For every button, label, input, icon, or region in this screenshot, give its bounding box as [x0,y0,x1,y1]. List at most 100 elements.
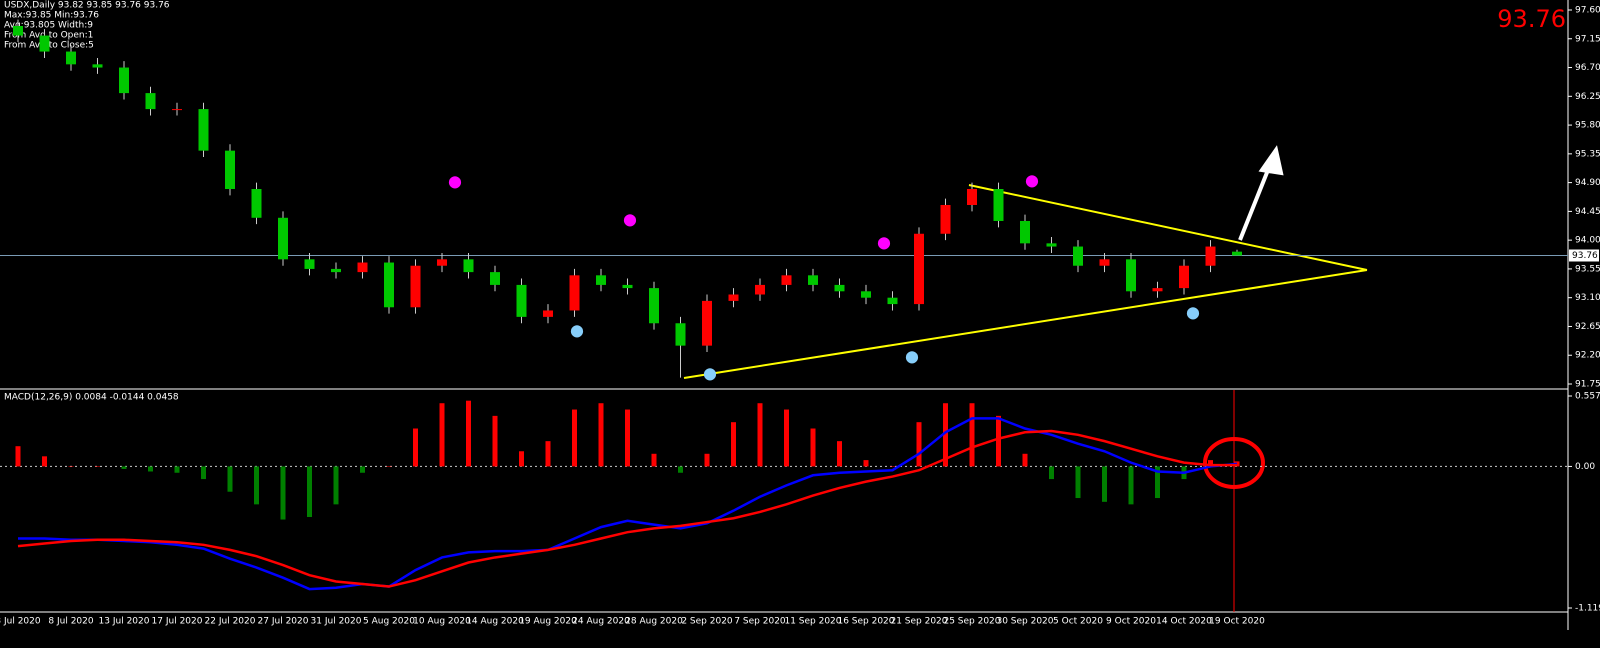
histogram-bar [386,466,392,467]
x-tick-label: 21 Sep 2020 [890,617,947,627]
x-tick-label: 14 Aug 2020 [466,617,524,627]
candle-body [755,284,765,295]
candle-body [331,268,341,273]
x-tick-label: 31 Jul 2020 [311,617,362,627]
histogram-bar [201,466,206,480]
candle-body [675,323,686,346]
candle-body [1073,246,1083,266]
y-tick-label: 93.55 [1575,264,1600,274]
x-tick-label: 28 Aug 2020 [625,617,683,627]
candle-body [887,297,898,305]
x-tick-label: 19 Oct 2020 [1209,617,1265,627]
x-tick-label: 27 Jul 2020 [258,617,309,627]
y-tick-label: 97.60 [1575,6,1600,16]
candle-body [781,275,792,285]
histogram-bar [678,466,683,473]
histogram-bar [704,453,710,467]
info-line: Max:93.85 Min:93.76 [4,11,99,21]
candle-body [649,288,659,324]
histogram-bar [519,451,524,467]
candle-body [39,35,50,52]
candle-body [1099,259,1110,266]
histogram-bar [121,466,127,469]
candle-body [596,275,606,285]
histogram-bar [95,466,100,467]
candle-body [1179,265,1189,289]
histogram-bar [439,403,445,467]
histogram-bar [227,466,233,492]
x-tick-label: 22 Jul 2020 [205,617,256,627]
histogram-bar [837,441,842,467]
x-tick-label: 11 Sep 2020 [784,617,841,627]
candle-body [251,189,262,218]
candle-body [119,67,129,94]
fractal-down: ● [570,321,584,340]
fractals: ● ● ● ● ● ● ● ● [448,171,1200,383]
candle-body [543,310,553,317]
candle-body [1126,259,1136,292]
histogram-bar [1075,466,1081,499]
histogram-bar [731,422,736,467]
candle-body [808,275,818,285]
candle-body [1152,288,1163,292]
x-tick-label: 10 Aug 2020 [413,617,471,627]
y-tick-label: 94.45 [1575,207,1600,217]
candle-body [172,109,182,111]
highlight-circle [1203,437,1265,489]
price-tag [1569,249,1599,262]
y-tick-label: 95.80 [1575,121,1600,131]
candle-body [967,189,977,205]
y-tick-label: 96.25 [1575,92,1600,102]
candle-body [198,109,209,151]
candle-body [1020,220,1030,244]
candle-body [92,64,103,68]
current-price: 93.76 [1497,5,1566,33]
histogram-bar [969,403,975,467]
histogram-bar [413,428,418,467]
y-tick-label: 0.5571 [1575,392,1600,402]
candle-body [66,51,76,65]
histogram-bar [254,466,259,505]
candle-body [1205,246,1216,266]
x-tick-label: 19 Aug 2020 [519,617,577,627]
candle-body [622,284,633,289]
x-tick-label: 17 Jul 2020 [152,617,203,627]
candle-body [357,262,368,273]
fractal-up: ● [448,172,462,191]
chart-title: USDX,Daily 93.82 93.85 93.76 93.76 [4,1,170,11]
macd-line [17,429,1237,588]
candle-body [1232,251,1242,256]
x-tick-label: 2 Sep 2020 [681,617,733,627]
breakout-arrow [1238,145,1284,241]
y-tick-label: 92.65 [1575,322,1600,332]
y-tick-label: 97.15 [1575,34,1600,44]
x-tick-label: 3 Jul 2020 [0,617,41,627]
x-tick-label: 14 Oct 2020 [1156,617,1212,627]
histogram-bar [333,466,339,505]
candle-body [569,275,580,311]
histogram-bar [545,441,551,467]
info-line: From Avg to Open:1 [4,31,93,41]
y-tick-label: 91.75 [1575,380,1600,390]
histogram-bar [360,466,365,473]
histogram-bar [1102,466,1107,502]
trend-line [683,269,1368,379]
candle-body [728,294,739,301]
x-tick-label: 30 Sep 2020 [996,617,1053,627]
x-tick-label: 16 Sep 2020 [837,617,894,627]
histogram-bar [68,466,74,467]
candle-body [993,189,1004,221]
fractal-down: ● [703,364,717,383]
candle-body [940,204,951,234]
fractal-up: ● [1025,171,1039,190]
x-tick-label: 24 Aug 2020 [572,617,630,627]
histogram-bar [1049,466,1054,480]
y-tick-label: 92.20 [1575,351,1600,361]
histogram-bar [1022,453,1028,467]
arrow-head [1258,145,1284,176]
histogram-bar [1208,460,1213,467]
y-tick-label: 95.35 [1575,149,1600,159]
arrow-shaft [1238,164,1272,241]
candle-body [702,300,712,346]
